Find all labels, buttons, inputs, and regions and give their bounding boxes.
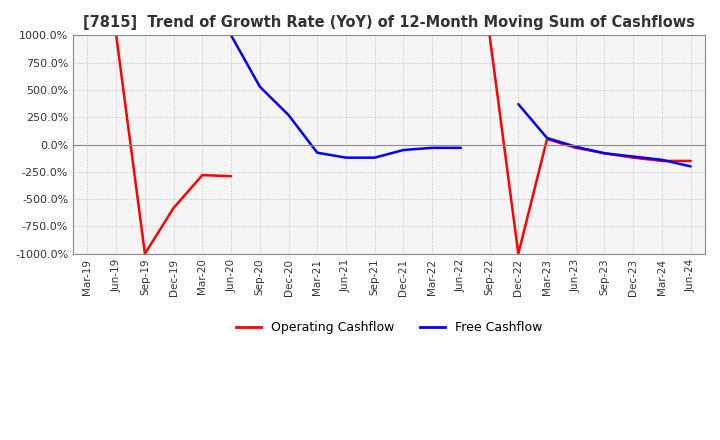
Legend: Operating Cashflow, Free Cashflow: Operating Cashflow, Free Cashflow [231, 316, 547, 339]
Title: [7815]  Trend of Growth Rate (YoY) of 12-Month Moving Sum of Cashflows: [7815] Trend of Growth Rate (YoY) of 12-… [83, 15, 695, 30]
